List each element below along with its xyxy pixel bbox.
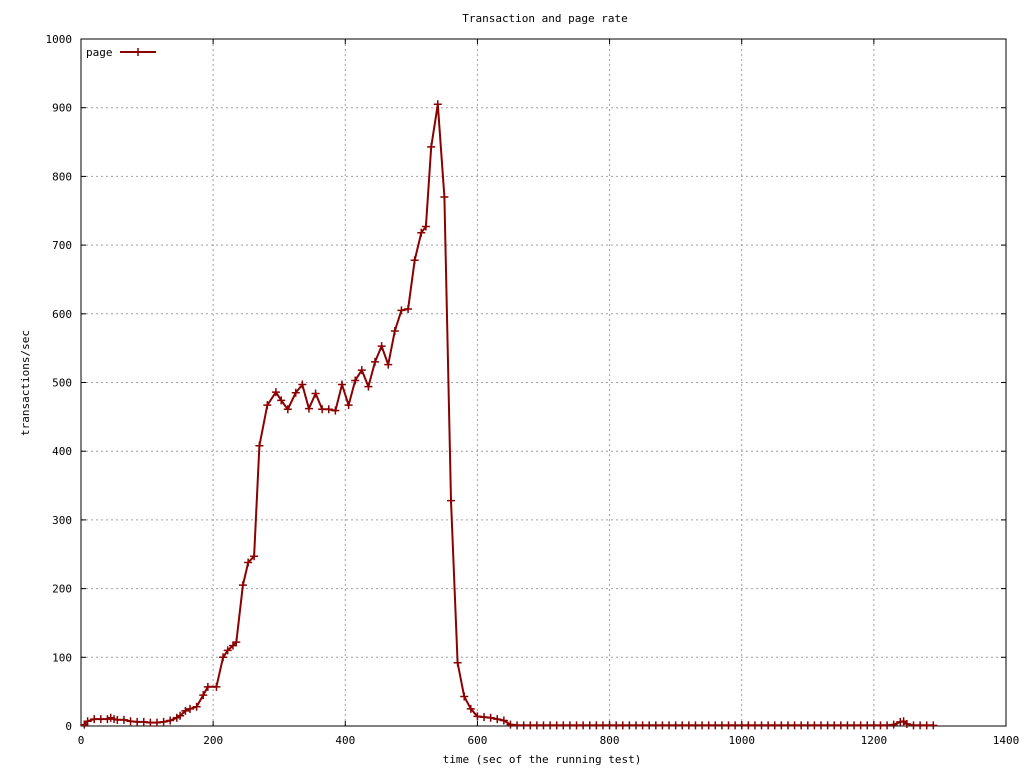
data-point: [176, 711, 185, 720]
data-point: [433, 100, 442, 109]
data-point: [298, 380, 307, 389]
data-point: [199, 691, 208, 700]
y-tick-label: 100: [52, 651, 72, 664]
data-point: [212, 682, 221, 691]
data-point: [929, 721, 938, 730]
data-point: [203, 682, 212, 691]
data-point: [447, 496, 455, 505]
grid-lines: [81, 39, 1006, 726]
data-point: [421, 222, 430, 231]
data-point: [453, 658, 462, 667]
data-point: [499, 716, 508, 725]
y-tick-label: 0: [65, 720, 72, 733]
data-point: [186, 704, 195, 713]
data-point: [889, 720, 898, 729]
x-tick-label: 400: [335, 734, 355, 747]
y-tick-label: 1000: [46, 33, 73, 46]
y-tick-label: 600: [52, 308, 72, 321]
data-point: [344, 401, 353, 410]
y-tick-label: 300: [52, 514, 72, 527]
data-point: [440, 193, 449, 202]
legend-marker-page: [134, 48, 142, 56]
data-point: [331, 406, 340, 415]
x-tick-label: 200: [203, 734, 223, 747]
data-point: [255, 441, 264, 450]
x-tick-label: 600: [467, 734, 487, 747]
data-point: [271, 388, 280, 397]
data-point: [351, 376, 360, 385]
legend: page: [86, 46, 156, 59]
x-tick-label: 800: [600, 734, 620, 747]
data-point: [244, 558, 253, 567]
data-point: [397, 306, 406, 315]
data-point: [384, 360, 393, 369]
x-tick-label: 1000: [728, 734, 755, 747]
data-point: [181, 706, 190, 715]
data-point: [486, 713, 495, 722]
series-line-page: [83, 104, 934, 727]
data-point: [291, 388, 300, 397]
data-point: [902, 719, 911, 728]
y-axis-label: transactions/sec: [19, 330, 32, 436]
x-axis-label: time (sec of the running test): [443, 753, 642, 766]
data-point: [304, 404, 313, 413]
y-axis-ticks: 0 100 200 300 400 500 600 700 800 900 1000: [46, 33, 1006, 733]
y-tick-label: 700: [52, 239, 72, 252]
data-point: [466, 704, 475, 713]
data-point: [263, 401, 272, 410]
data-point: [232, 638, 241, 647]
data-point: [427, 142, 436, 151]
data-point: [119, 715, 128, 724]
data-point: [223, 646, 232, 655]
data-point: [219, 653, 228, 662]
data-point: [377, 342, 386, 351]
x-axis-ticks: 0 200 400 600 800 1000 1200 1400: [78, 39, 1020, 747]
data-point: [390, 326, 399, 335]
legend-label-page: page: [86, 46, 113, 59]
data-point: [404, 304, 413, 313]
data-point: [337, 380, 346, 389]
data-point: [460, 692, 469, 701]
data-point: [417, 228, 426, 237]
data-point: [410, 256, 419, 265]
y-tick-label: 400: [52, 445, 72, 458]
y-tick-label: 800: [52, 170, 72, 183]
legend-point: [134, 48, 142, 56]
data-point: [493, 715, 502, 724]
data-point: [238, 581, 247, 590]
data-point: [324, 405, 333, 414]
data-point: [159, 717, 168, 726]
data-point: [283, 405, 292, 414]
x-tick-label: 1200: [861, 734, 888, 747]
data-point: [357, 366, 366, 375]
y-tick-label: 200: [52, 583, 72, 596]
chart-title: Transaction and page rate: [462, 12, 628, 25]
data-point: [364, 382, 373, 391]
series-page: [80, 100, 938, 730]
data-point: [311, 389, 320, 398]
data-point: [166, 716, 175, 725]
data-point: [250, 552, 259, 561]
data-point: [371, 357, 380, 366]
x-tick-label: 0: [78, 734, 85, 747]
x-tick-label: 1400: [993, 734, 1020, 747]
data-point: [192, 702, 201, 711]
y-tick-label: 500: [52, 377, 72, 390]
data-point: [83, 717, 92, 726]
y-tick-label: 900: [52, 102, 72, 115]
data-point: [277, 396, 286, 405]
